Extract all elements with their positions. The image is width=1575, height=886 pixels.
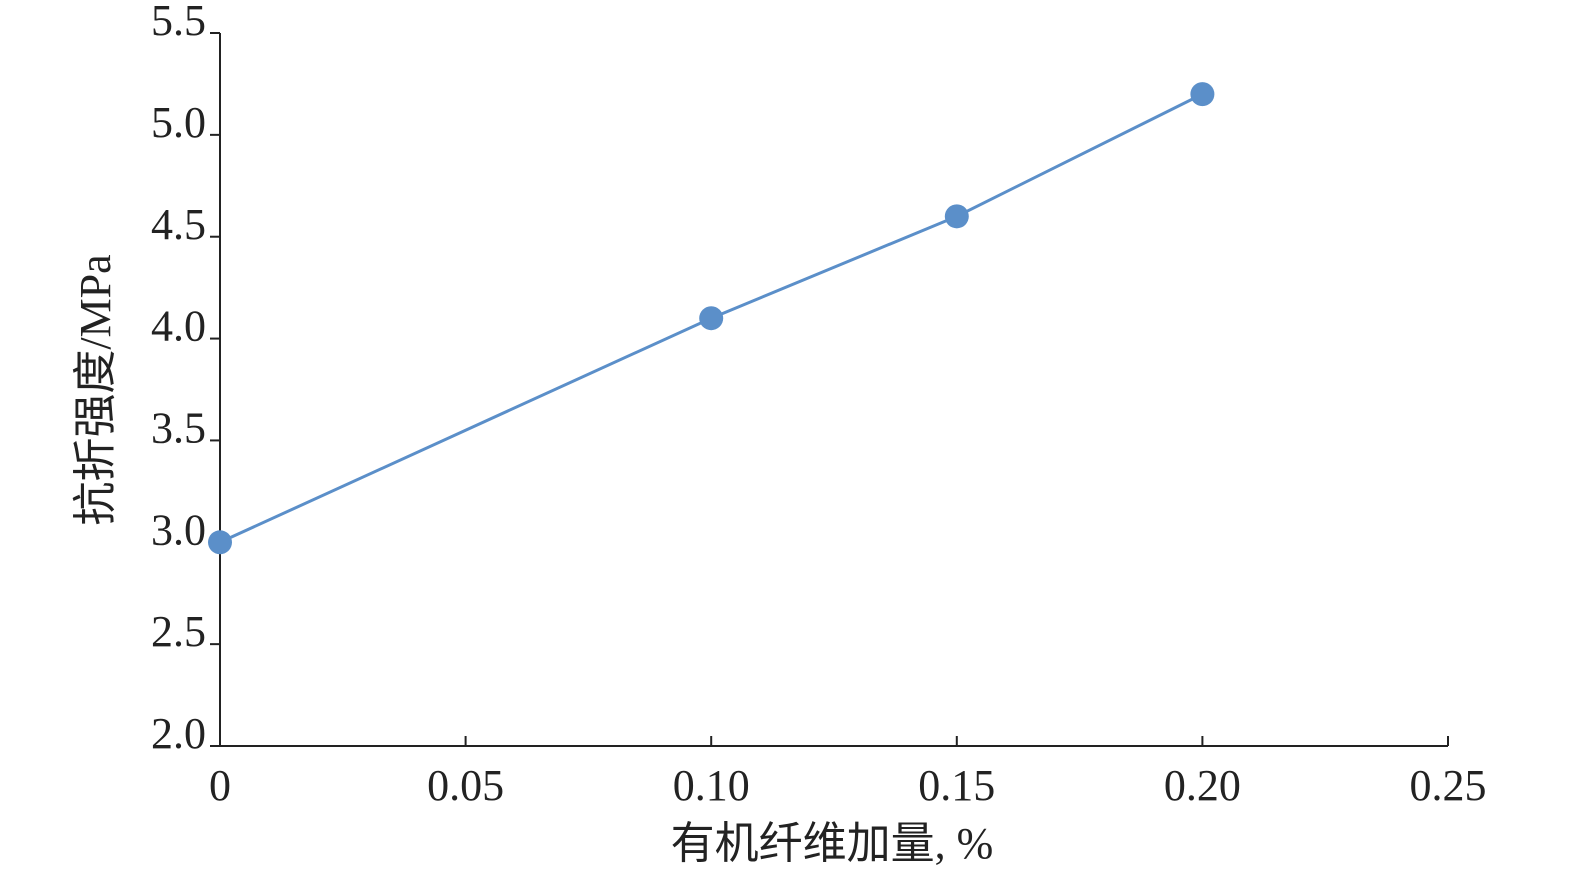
x-tick-label: 0.20 <box>1164 761 1241 810</box>
y-tick-label: 4.5 <box>151 200 206 249</box>
data-point <box>944 204 969 229</box>
y-tick-label: 3.0 <box>151 505 206 554</box>
y-tick-label: 2.0 <box>151 709 206 758</box>
y-tick-label: 2.5 <box>151 607 206 656</box>
x-tick-label: 0.15 <box>918 761 995 810</box>
x-tick-label: 0.25 <box>1410 761 1487 810</box>
y-axis-label: 抗折强度/MPa <box>71 254 120 525</box>
x-tick-label: 0 <box>209 761 231 810</box>
x-axis-label: 有机纤维加量, % <box>671 819 994 868</box>
x-tick-label: 0.05 <box>427 761 504 810</box>
x-tick-label: 0.10 <box>673 761 750 810</box>
y-tick-label: 5.5 <box>151 0 206 45</box>
data-point <box>1190 82 1215 107</box>
y-tick-label: 4.0 <box>151 302 206 351</box>
y-tick-label: 3.5 <box>151 404 206 453</box>
data-point <box>699 306 724 331</box>
data-line <box>219 92 1204 544</box>
y-tick-label: 5.0 <box>151 98 206 147</box>
data-point <box>208 530 232 555</box>
